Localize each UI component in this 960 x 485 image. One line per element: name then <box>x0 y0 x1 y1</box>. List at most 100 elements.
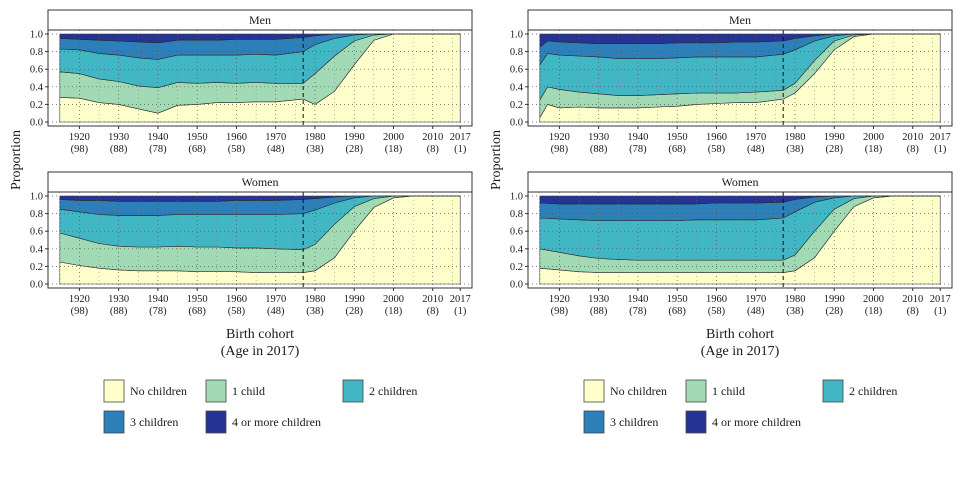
y-tick-label: 0.8 <box>30 47 43 58</box>
x-tick-sublabel: (28) <box>825 144 843 155</box>
x-tick-label: 2017 <box>450 132 471 143</box>
legend-swatch <box>205 379 227 403</box>
x-tick-label: 2017 <box>930 294 951 305</box>
x-tick-sublabel: (88) <box>110 306 128 317</box>
legend-label: 4 or more children <box>232 415 321 429</box>
x-tick-sublabel: (68) <box>668 306 686 317</box>
x-tick-sublabel: (18) <box>865 306 883 317</box>
y-tick-label: 0.6 <box>510 227 523 238</box>
legend-label: No children <box>130 384 187 398</box>
x-tick-sublabel: (78) <box>149 306 167 317</box>
x-tick-sublabel: (48) <box>267 144 285 155</box>
x-tick-sublabel: (98) <box>71 306 89 317</box>
legend-label: 2 children <box>849 384 897 398</box>
x-tick-label: 2017 <box>930 132 951 143</box>
y-tick-label: 1.0 <box>510 192 523 203</box>
x-tick-label: 1940 <box>627 132 648 143</box>
x-tick-label: 1950 <box>187 132 208 143</box>
x-tick-sublabel: (8) <box>427 306 440 317</box>
plot-border <box>527 29 953 127</box>
legend-label: 1 child <box>712 384 745 398</box>
x-tick-label: 1980 <box>784 294 805 305</box>
x-tick-label: 1940 <box>147 132 168 143</box>
y-tick-label: 0.0 <box>510 280 523 291</box>
x-tick-sublabel: (1) <box>454 144 467 155</box>
legend: No children 1 child 2 children 3 children 4 … <box>583 379 897 434</box>
panel-strip-label: Men <box>249 13 271 27</box>
plot-border <box>527 191 953 289</box>
y-tick-label: 0.2 <box>510 262 523 273</box>
x-tick-label: 1930 <box>108 294 129 305</box>
figure-left: Men 0.0 0.2 0.4 0.6 0.8 1.0 1920 (98) 1930 (88) 194… <box>0 0 480 480</box>
x-tick-sublabel: (18) <box>385 144 403 155</box>
x-tick-sublabel: (48) <box>747 306 765 317</box>
x-axis-label: Birth cohort <box>706 327 774 342</box>
x-tick-sublabel: (28) <box>345 144 363 155</box>
y-tick-label: 0.2 <box>30 100 43 111</box>
x-axis-sublabel: (Age in 2017) <box>701 344 780 359</box>
x-tick-sublabel: (8) <box>427 144 440 155</box>
y-tick-label: 0.4 <box>510 244 524 255</box>
x-tick-sublabel: (1) <box>934 144 947 155</box>
x-tick-label: 1960 <box>226 294 247 305</box>
x-tick-label: 1970 <box>745 294 766 305</box>
legend-label: 4 or more children <box>712 415 801 429</box>
y-tick-label: 0.6 <box>30 227 43 238</box>
x-tick-sublabel: (78) <box>149 144 167 155</box>
panel-strip-label: Women <box>721 175 758 189</box>
x-tick-sublabel: (28) <box>825 306 843 317</box>
y-tick-label: 0.0 <box>510 118 523 129</box>
panel-women: Women 0.0 0.2 0.4 0.6 0.8 1.0 1920(98) 1930(88) 1… <box>510 171 953 317</box>
x-tick-label: 1970 <box>265 294 286 305</box>
x-tick-sublabel: (18) <box>385 306 403 317</box>
x-tick-label: 1980 <box>304 294 325 305</box>
legend-swatch <box>342 379 364 403</box>
legend-swatch <box>583 410 605 434</box>
y-tick-label: 0.4 <box>510 82 524 93</box>
x-tick-label: 2010 <box>422 132 443 143</box>
x-tick-label: 1940 <box>147 294 168 305</box>
x-tick-sublabel: (48) <box>267 306 285 317</box>
legend-swatch <box>685 410 707 434</box>
panel-men: Men 0.0 0.2 0.4 0.6 0.8 1.0 1920(98) 1930(88) 194… <box>510 9 953 155</box>
x-tick-sublabel: (98) <box>551 306 569 317</box>
panel-men: Men 0.0 0.2 0.4 0.6 0.8 1.0 1920(98) 1930(88) 194… <box>30 9 473 155</box>
x-tick-sublabel: (98) <box>551 144 569 155</box>
x-tick-label: 1970 <box>745 132 766 143</box>
y-axis-label: Proportion <box>489 130 504 190</box>
x-tick-sublabel: (58) <box>228 144 246 155</box>
x-tick-sublabel: (38) <box>786 306 804 317</box>
plot-border <box>47 191 473 289</box>
x-tick-label: 2000 <box>863 132 884 143</box>
y-tick-label: 0.6 <box>510 65 523 76</box>
x-tick-sublabel: (8) <box>907 306 920 317</box>
x-tick-sublabel: (88) <box>590 144 608 155</box>
x-tick-label: 1930 <box>588 294 609 305</box>
legend-swatch <box>103 410 125 434</box>
legend-swatch <box>103 379 125 403</box>
x-tick-label: 1980 <box>304 132 325 143</box>
area-4-or-more-children <box>59 195 461 202</box>
x-tick-label: 1950 <box>187 294 208 305</box>
x-tick-label: 1990 <box>344 132 365 143</box>
x-tick-sublabel: (38) <box>306 144 324 155</box>
y-tick-label: 0.2 <box>30 262 43 273</box>
panel-women: Women 0.0 0.2 0.4 0.6 0.8 1.0 1920(98) 1930(88) 1… <box>30 171 473 317</box>
x-tick-sublabel: (98) <box>71 144 89 155</box>
x-tick-label: 1950 <box>667 132 688 143</box>
x-tick-label: 1960 <box>706 132 727 143</box>
legend-label: 3 children <box>130 415 178 429</box>
x-tick-label: 1970 <box>265 132 286 143</box>
y-tick-label: 1.0 <box>30 30 43 41</box>
x-tick-sublabel: (38) <box>306 306 324 317</box>
x-tick-sublabel: (8) <box>907 144 920 155</box>
x-tick-sublabel: (68) <box>188 144 206 155</box>
y-tick-label: 1.0 <box>30 192 43 203</box>
x-axis-label: Birth cohort <box>226 327 294 342</box>
legend-swatch <box>205 410 227 434</box>
x-tick-label: 1940 <box>627 294 648 305</box>
legend-swatch <box>583 379 605 403</box>
y-axis-label: Proportion <box>9 130 24 190</box>
area-4-or-more-children <box>539 195 941 205</box>
x-tick-label: 1990 <box>824 132 845 143</box>
